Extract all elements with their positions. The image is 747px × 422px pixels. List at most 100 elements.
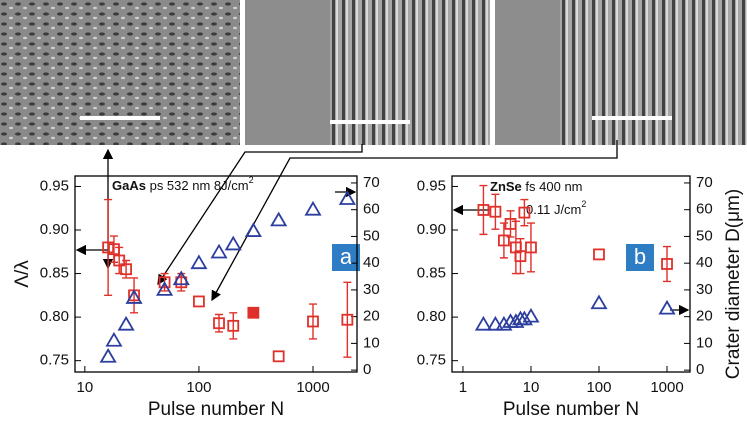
triangle-marker: [172, 270, 190, 286]
y-tick-label: 0.80: [40, 308, 69, 325]
x-tick-label: 10: [523, 379, 540, 396]
square-marker: [341, 313, 354, 326]
triangle-marker: [515, 310, 533, 326]
y2-tick-label: 70: [363, 174, 380, 191]
y-tick-label: 0.80: [417, 308, 446, 325]
annotation: fs 400 nm: [525, 179, 582, 194]
square-marker: [489, 205, 502, 218]
annotation: 0.11 J/cm: [526, 202, 581, 217]
annotation: ZnSe: [490, 179, 522, 194]
x-tick-label: 1000: [296, 379, 329, 396]
triangle-marker: [190, 254, 208, 270]
triangle-marker: [224, 235, 242, 251]
triangle-marker: [210, 243, 228, 259]
panel-label: a: [340, 244, 353, 269]
annotation: 2: [249, 175, 254, 185]
x-axis-title: Pulse number N: [503, 399, 639, 420]
y-tick-label: 0.95: [40, 177, 69, 194]
panel-label: b: [634, 244, 646, 269]
triangle-marker: [244, 222, 262, 237]
square-marker: [661, 258, 673, 270]
y2-tick-label: 20: [696, 308, 713, 325]
error-bar: [130, 277, 139, 314]
error-bar: [491, 193, 500, 230]
annotation: 0.11 J/cm2: [526, 199, 586, 217]
panel-label-box: [332, 244, 360, 271]
y2-tick-label: 0: [696, 361, 704, 378]
triangle-marker: [522, 307, 540, 323]
error-bar: [526, 222, 535, 273]
y-axis-title: Λ/λ: [12, 260, 33, 288]
y-tick-label: 0.85: [417, 265, 446, 282]
y-tick-label: 0.75: [417, 352, 446, 369]
annotation: GaAs: [112, 178, 146, 193]
square-marker: [307, 315, 319, 328]
y2-tick-label: 50: [696, 227, 713, 244]
triangle-marker: [105, 331, 123, 347]
y-tick-label: 0.95: [417, 177, 446, 194]
square-marker: [108, 243, 120, 256]
triangle-marker: [117, 315, 135, 331]
arrow: [157, 144, 363, 286]
annotation: ps 532 nm 8J/cm: [150, 178, 249, 193]
error-bar: [516, 238, 525, 275]
square-marker: [525, 241, 537, 254]
triangle-marker: [495, 315, 513, 331]
annotation: 2: [581, 199, 586, 209]
arrow: [211, 140, 618, 302]
sem-images: [0, 0, 747, 145]
triangle-marker: [474, 315, 493, 331]
square-marker: [120, 263, 133, 276]
triangle-marker: [590, 294, 608, 310]
square-marker: [247, 306, 260, 319]
y2-tick-label: 40: [696, 254, 713, 271]
square-marker: [477, 204, 490, 216]
x-tick-label: 10: [76, 379, 93, 396]
y2-tick-label: 50: [363, 227, 380, 244]
square-marker: [593, 248, 605, 261]
triangle-marker: [270, 211, 288, 227]
square-marker: [498, 234, 510, 247]
error-bar: [343, 281, 352, 358]
y2-tick-label: 10: [363, 334, 380, 351]
y-tick-label: 0.75: [40, 352, 69, 369]
error-bar: [506, 210, 515, 238]
error-bar: [479, 184, 488, 236]
y-tick-label: 0.85: [40, 265, 69, 282]
triangle-marker: [125, 289, 143, 304]
square-marker: [514, 250, 527, 263]
x-tick-label: 1000: [650, 379, 683, 396]
y2-tick-label: 30: [696, 281, 713, 298]
square-marker: [158, 276, 171, 289]
panel-label-box: [626, 244, 654, 271]
y2-tick-label: 60: [696, 201, 713, 218]
sem-image: [0, 0, 240, 145]
triangle-marker: [99, 347, 117, 363]
y2-tick-label: 10: [696, 334, 713, 351]
square-marker: [272, 350, 285, 363]
square-marker: [213, 317, 225, 330]
annotation: ZnSe fs 400 nm: [490, 179, 583, 194]
y-tick-label: 0.90: [40, 221, 69, 238]
y2-tick-label: 60: [363, 201, 380, 218]
x-tick-label: 1: [459, 379, 467, 396]
y2-tick-label: 70: [696, 174, 713, 191]
x-tick-label: 100: [586, 379, 611, 396]
y2-tick-label: 0: [363, 361, 371, 378]
triangle-marker: [486, 315, 504, 331]
y2-tick-label: 20: [363, 308, 380, 325]
error-bar: [663, 245, 672, 283]
error-bar: [520, 198, 529, 227]
y-tick-label: 0.90: [417, 221, 446, 238]
error-bar: [499, 222, 508, 259]
x-axis-title: Pulse number N: [148, 399, 284, 420]
triangle-marker: [156, 281, 174, 296]
error-bar: [309, 303, 318, 340]
y2-axis-title: Crater diameter D(μm): [723, 189, 744, 379]
square-marker: [518, 206, 531, 219]
error-bar: [229, 312, 238, 340]
square-marker: [193, 295, 205, 308]
square-marker: [227, 319, 240, 332]
triangle-marker: [304, 200, 322, 216]
